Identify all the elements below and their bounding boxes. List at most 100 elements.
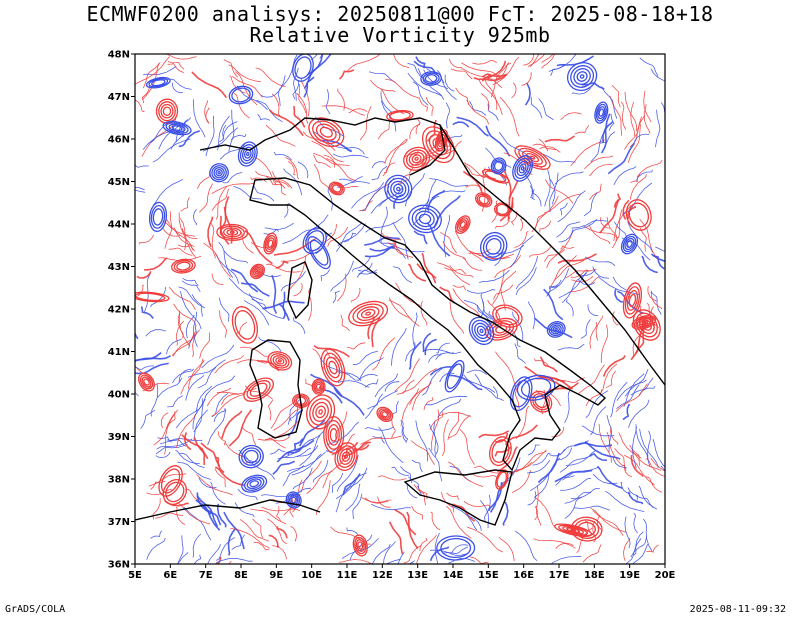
positive-contour	[411, 382, 432, 411]
positive-contour	[447, 412, 460, 441]
negative-contour	[228, 277, 264, 301]
positive-core	[325, 356, 341, 379]
negative-contour	[384, 380, 400, 392]
negative-contour	[320, 269, 331, 281]
positive-contour	[602, 355, 626, 377]
positive-contour	[176, 413, 196, 448]
positive-contour	[266, 263, 301, 273]
negative-core	[162, 120, 192, 136]
negative-contour	[171, 82, 183, 94]
positive-contour	[425, 97, 434, 116]
positive-contour	[386, 235, 398, 249]
positive-contour	[595, 315, 603, 341]
negative-contour	[218, 241, 234, 279]
negative-core	[151, 79, 166, 87]
positive-core	[315, 405, 326, 419]
negative-contour	[155, 451, 171, 459]
positive-contour	[285, 157, 300, 180]
negative-contour	[585, 390, 609, 418]
positive-contour	[337, 88, 346, 111]
positive-contour	[165, 54, 197, 60]
positive-contour	[539, 356, 558, 373]
positive-core	[229, 230, 235, 235]
negative-contour	[434, 533, 440, 564]
negative-contour	[564, 389, 571, 424]
negative-contour	[385, 558, 401, 564]
negative-contour	[218, 297, 230, 322]
positive-contour	[495, 351, 517, 390]
negative-contour	[627, 221, 653, 253]
positive-contour	[464, 164, 486, 179]
negative-contour	[192, 209, 198, 226]
negative-contour	[369, 245, 395, 252]
positive-contour	[321, 105, 365, 116]
positive-contour	[322, 456, 347, 489]
positive-contour	[346, 342, 366, 350]
positive-core	[414, 156, 419, 161]
negative-contour	[485, 125, 511, 157]
positive-core	[458, 219, 468, 231]
positive-contour	[200, 442, 221, 467]
negative-contour	[660, 102, 665, 117]
positive-core	[495, 324, 508, 334]
negative-core	[490, 157, 507, 175]
negative-contour	[415, 420, 428, 462]
positive-contour	[461, 62, 501, 79]
negative-contour	[530, 457, 561, 492]
negative-contour	[429, 178, 469, 187]
negative-core	[418, 213, 432, 225]
map-title: ECMWF0200 analisys: 20250811@00 FcT: 202…	[86, 2, 714, 26]
negative-contour	[333, 153, 369, 159]
negative-contour	[346, 146, 365, 155]
negative-contour	[596, 465, 623, 490]
negative-contour	[299, 435, 321, 466]
negative-contour	[257, 113, 270, 121]
positive-contour	[235, 71, 258, 106]
negative-contour	[319, 358, 356, 381]
positive-contour	[171, 330, 197, 356]
positive-contour	[448, 414, 471, 439]
lon-tick-label: 11E	[337, 570, 358, 581]
positive-core	[234, 310, 256, 340]
negative-contour	[600, 131, 616, 144]
positive-contour	[491, 200, 498, 223]
negative-core	[512, 379, 531, 408]
negative-contour	[332, 290, 340, 304]
positive-contour	[611, 84, 621, 108]
negative-contour	[426, 222, 451, 257]
negative-core	[384, 174, 413, 204]
negative-contour	[560, 202, 568, 216]
negative-contour	[600, 113, 611, 154]
negative-contour	[326, 421, 360, 446]
positive-contour	[199, 332, 211, 359]
positive-contour	[385, 78, 420, 99]
negative-contour	[135, 164, 149, 168]
positive-contour	[600, 216, 611, 229]
positive-contour	[627, 205, 637, 219]
positive-contour	[148, 473, 187, 487]
positive-core	[216, 223, 249, 241]
positive-contour	[192, 329, 200, 358]
positive-contour	[472, 59, 497, 65]
negative-contour	[230, 134, 247, 141]
negative-contour	[650, 291, 662, 315]
negative-contour	[600, 86, 618, 119]
negative-core	[597, 106, 606, 120]
negative-contour	[264, 222, 294, 230]
negative-core	[422, 72, 440, 85]
positive-contour	[647, 286, 658, 302]
positive-contour	[401, 368, 437, 393]
positive-contour	[214, 468, 226, 488]
positive-contour	[239, 519, 269, 542]
negative-core	[624, 237, 635, 251]
positive-core	[254, 268, 261, 275]
negative-contour	[142, 124, 180, 150]
negative-contour	[339, 175, 363, 182]
negative-contour	[514, 530, 538, 561]
negative-contour	[412, 312, 418, 349]
negative-core	[476, 325, 487, 337]
positive-core	[478, 195, 489, 205]
positive-core	[328, 360, 338, 375]
positive-contour	[173, 303, 197, 327]
negative-contour	[571, 87, 592, 95]
